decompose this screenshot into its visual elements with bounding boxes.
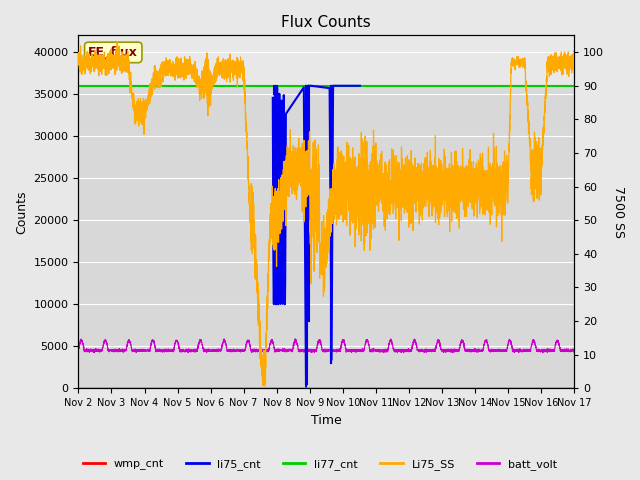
Y-axis label: Counts: Counts bbox=[15, 190, 28, 234]
Title: Flux Counts: Flux Counts bbox=[282, 15, 371, 30]
Text: EE_flux: EE_flux bbox=[88, 46, 138, 59]
Bar bbox=[79, 36, 574, 86]
Y-axis label: 7500 SS: 7500 SS bbox=[612, 186, 625, 238]
Legend: wmp_cnt, li75_cnt, li77_cnt, Li75_SS, batt_volt: wmp_cnt, li75_cnt, li77_cnt, Li75_SS, ba… bbox=[78, 455, 562, 474]
X-axis label: Time: Time bbox=[311, 414, 342, 427]
